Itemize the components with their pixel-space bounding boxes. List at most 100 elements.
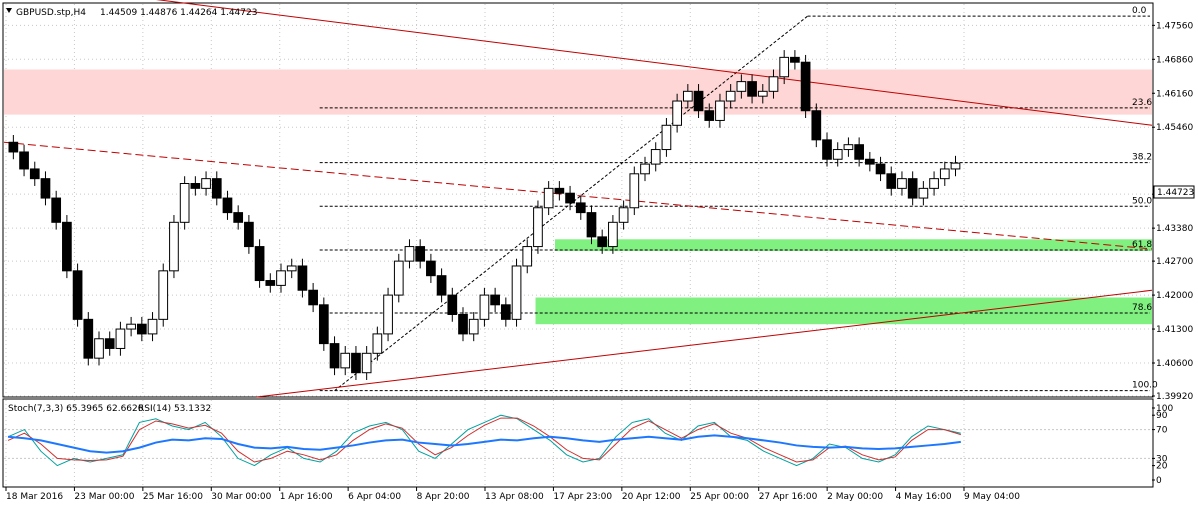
fib-level-label: 78.6: [1132, 303, 1152, 313]
candle-body: [640, 163, 650, 175]
candle-body: [222, 197, 233, 214]
candle-body: [479, 294, 490, 320]
candle-body: [832, 149, 843, 160]
time-tick-label: 2 May 00:00: [827, 492, 883, 502]
candle-body: [490, 294, 500, 306]
support-zone: [535, 297, 1152, 325]
candle-body: [233, 212, 244, 223]
candle-body: [629, 173, 640, 209]
candle-body: [468, 318, 479, 335]
time-tick-label: 20 Apr 12:00: [622, 492, 681, 502]
time-tick-label: 13 Apr 08:00: [485, 492, 544, 502]
stoch-signal-line: [7, 417, 961, 463]
candle-body: [608, 221, 618, 248]
candle-body: [383, 294, 393, 335]
candle-body: [736, 81, 747, 92]
stoch-main-line: [7, 414, 961, 467]
candle-body: [800, 61, 811, 112]
indicator-frame: [2, 398, 1154, 488]
candle-body: [136, 323, 147, 335]
candle-body: [308, 289, 318, 306]
time-tick-label: 1 Apr 16:00: [280, 492, 333, 502]
candle-body: [918, 187, 929, 199]
level-tick-label: 0: [1156, 476, 1162, 486]
candle-body: [415, 246, 426, 262]
candle-body: [115, 328, 126, 349]
candle-body: [201, 178, 211, 189]
price-tick-label: 1.46160: [1156, 89, 1193, 99]
support-zone: [555, 239, 1152, 251]
candle-body: [511, 265, 522, 320]
candle-body: [575, 202, 586, 214]
candle-body: [126, 323, 136, 330]
candle-body: [94, 338, 104, 359]
candle-body: [169, 221, 179, 272]
trendlines: [3, 0, 1153, 398]
candle-body: [672, 100, 682, 126]
candle-body: [725, 90, 736, 102]
candle-body: [190, 183, 201, 189]
candle-body: [597, 236, 608, 248]
ohlc-values: 1.44509 1.44876 1.44264 1.44723: [100, 8, 257, 18]
current-price-label: 1.44723: [1157, 188, 1194, 198]
candle-body: [929, 178, 939, 189]
candle-body: [8, 141, 19, 153]
time-tick-label: 6 Apr 04:00: [348, 492, 401, 502]
time-tick-label: 30 Mar 00:00: [211, 492, 271, 502]
price-tick-label: 1.40600: [1156, 359, 1193, 369]
time-axis[interactable]: 18 Mar 2016 23 Mar 00:00 25 Mar 16:00 30 Ma…: [5, 487, 1020, 502]
candle-body: [62, 221, 72, 272]
level-tick-label: 90: [1156, 411, 1168, 421]
candle-body: [693, 90, 704, 112]
candle-body: [329, 343, 340, 369]
candle-body: [886, 173, 897, 189]
candle-body: [340, 352, 351, 369]
time-tick-label: 9 May 04:00: [964, 492, 1020, 502]
candle-body: [436, 275, 447, 296]
price-tick-label: 1.39920: [1156, 392, 1193, 402]
triangle-down-icon[interactable]: [6, 8, 12, 13]
time-tick-label: 8 Apr 20:00: [417, 492, 470, 502]
level-tick-label: 20: [1156, 462, 1168, 472]
candle-body: [779, 56, 790, 78]
price-axis[interactable]: 1.475601.468601.461601.454601.440801.433…: [1152, 21, 1193, 402]
candle-body: [811, 110, 822, 141]
candle-body: [950, 162, 961, 170]
candle-body: [790, 56, 800, 63]
candle-body: [19, 151, 29, 170]
trendline: [155, 0, 1153, 126]
candle-body: [372, 333, 383, 354]
candle-body: [715, 100, 725, 121]
price-tick-label: 1.45460: [1156, 123, 1193, 133]
candle-body: [40, 178, 51, 199]
fib-level-label: 61.8: [1132, 240, 1152, 250]
candle-body: [768, 76, 779, 92]
time-tick-label: 17 Apr 23:00: [553, 492, 612, 502]
trendline: [3, 141, 1153, 250]
fib-level-label: 100.0: [1132, 381, 1158, 391]
candle-body: [704, 110, 715, 121]
candle-body: [361, 352, 372, 374]
candle-body: [843, 144, 854, 151]
candle-body: [426, 260, 436, 277]
candle-body: [265, 280, 276, 286]
candle-body: [254, 246, 265, 282]
candle-body: [244, 221, 254, 248]
candle-body: [318, 304, 329, 345]
rsi-line: [7, 434, 961, 454]
candle-body: [286, 265, 297, 272]
candle-body: [565, 192, 575, 204]
candle-body: [211, 178, 222, 199]
price-tick-label: 1.42000: [1156, 291, 1193, 301]
main-chart-frame: [2, 2, 1154, 398]
price-tick-label: 1.41300: [1156, 325, 1193, 335]
candle-body: [51, 197, 62, 223]
time-tick-label: 25 Apr 00:00: [690, 492, 749, 502]
symbol-label: GBPUSD.stp,H4: [16, 8, 86, 18]
candle-body: [458, 313, 468, 335]
candle-body: [158, 270, 169, 320]
time-tick-label: 27 Apr 16:00: [759, 492, 818, 502]
candle-body: [661, 124, 672, 151]
